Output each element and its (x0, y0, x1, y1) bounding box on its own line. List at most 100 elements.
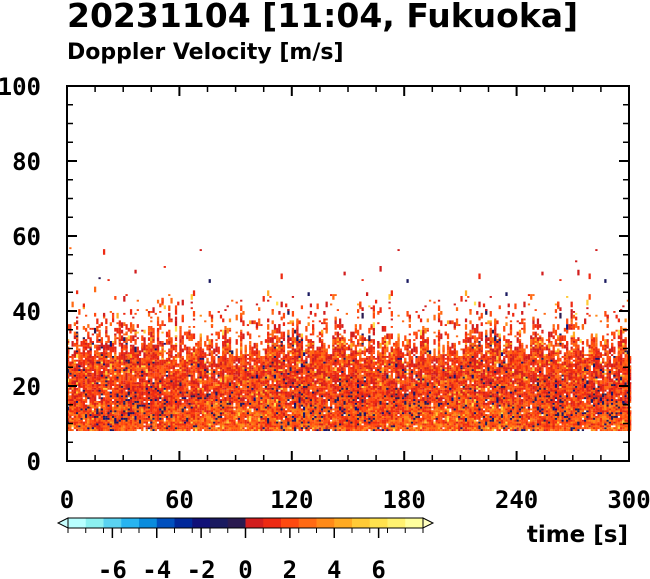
velocity-cell (89, 376, 92, 381)
velocity-cell (303, 386, 306, 388)
velocity-cell (291, 391, 295, 394)
velocity-cell (201, 369, 205, 375)
velocity-cell (267, 346, 270, 353)
velocity-cell (210, 314, 214, 317)
velocity-cell (91, 387, 94, 390)
velocity-cell (129, 384, 133, 388)
velocity-cell (222, 382, 225, 388)
velocity-cell (147, 359, 151, 362)
velocity-cell (289, 361, 292, 364)
velocity-cell (210, 414, 214, 417)
velocity-cell (226, 395, 229, 398)
velocity-cell (147, 371, 151, 373)
velocity-cell (174, 412, 178, 415)
velocity-cell (98, 395, 101, 398)
velocity-cell (109, 376, 112, 379)
velocity-cell (147, 404, 151, 407)
velocity-cell (251, 369, 254, 372)
velocity-cell (224, 429, 227, 432)
velocity-cell (199, 406, 202, 409)
velocity-cell (332, 412, 335, 415)
velocity-cell (147, 337, 151, 341)
velocity-cell (73, 350, 76, 357)
velocity-cell (145, 372, 148, 375)
velocity-cell (145, 350, 148, 353)
velocity-cell (96, 376, 99, 381)
velocity-cell (118, 386, 121, 388)
velocity-cell (258, 416, 261, 418)
velocity-cell (228, 365, 232, 368)
velocity-cell (129, 421, 133, 424)
velocity-cell (210, 386, 214, 388)
velocity-cell (78, 367, 81, 370)
velocity-cell (201, 348, 205, 351)
velocity-cell (287, 365, 290, 368)
velocity-cell (82, 393, 85, 398)
velocity-cell (240, 410, 243, 413)
velocity-cell (100, 397, 103, 400)
velocity-cell (129, 327, 133, 334)
velocity-cell (289, 371, 292, 373)
velocity-cell (231, 410, 234, 413)
velocity-cell (147, 417, 151, 420)
velocity-cell (201, 421, 205, 424)
velocity-cell (233, 356, 236, 360)
velocity-cell (291, 371, 295, 373)
velocity-cell (246, 416, 250, 418)
velocity-cell (213, 414, 216, 417)
velocity-cell (303, 404, 306, 407)
velocity-cell (93, 378, 97, 381)
velocity-cell (269, 412, 272, 415)
velocity-cell (82, 416, 85, 420)
velocity-cell (163, 378, 166, 381)
velocity-cell (219, 427, 223, 430)
velocity-cell (118, 361, 121, 364)
velocity-cell (240, 329, 243, 332)
velocity-cell (228, 399, 232, 403)
velocity-cell (78, 393, 81, 396)
velocity-cell (267, 344, 270, 347)
velocity-cell (226, 380, 229, 387)
velocity-cell (190, 307, 193, 310)
velocity-cell (120, 371, 124, 373)
velocity-cell (82, 421, 85, 426)
velocity-cell (269, 389, 272, 392)
velocity-cell (309, 382, 313, 386)
velocity-cell (253, 352, 256, 355)
velocity-cell (258, 350, 261, 357)
velocity-cell (237, 376, 241, 379)
velocity-cell (199, 335, 202, 342)
velocity-cell (125, 391, 128, 394)
velocity-cell (244, 429, 247, 432)
velocity-cell (78, 344, 81, 347)
velocity-cell (136, 331, 139, 334)
velocity-cell (226, 423, 229, 426)
velocity-cell (287, 357, 290, 362)
velocity-cell (118, 363, 121, 366)
velocity-cell (246, 382, 250, 385)
velocity-cell (303, 412, 306, 418)
velocity-cell (300, 350, 304, 357)
velocity-cell (305, 344, 308, 347)
velocity-cell (298, 367, 301, 370)
velocity-cell (285, 397, 288, 400)
velocity-cell (300, 417, 304, 420)
velocity-cell (289, 342, 292, 345)
velocity-cell (255, 393, 259, 396)
velocity-cell (192, 326, 196, 328)
velocity-cell (156, 423, 160, 426)
velocity-cell (276, 374, 279, 381)
velocity-cell (246, 363, 250, 366)
velocity-cell (186, 357, 189, 362)
velocity-cell (163, 406, 166, 409)
velocity-cell (240, 389, 243, 392)
velocity-cell (75, 376, 79, 379)
velocity-cell (145, 425, 148, 428)
velocity-cell (235, 380, 238, 385)
velocity-cell (273, 361, 277, 366)
velocity-cell (210, 425, 214, 430)
velocity-cell (152, 423, 155, 426)
velocity-cell (267, 393, 270, 398)
velocity-cell (181, 423, 184, 426)
velocity-cell (244, 344, 247, 351)
